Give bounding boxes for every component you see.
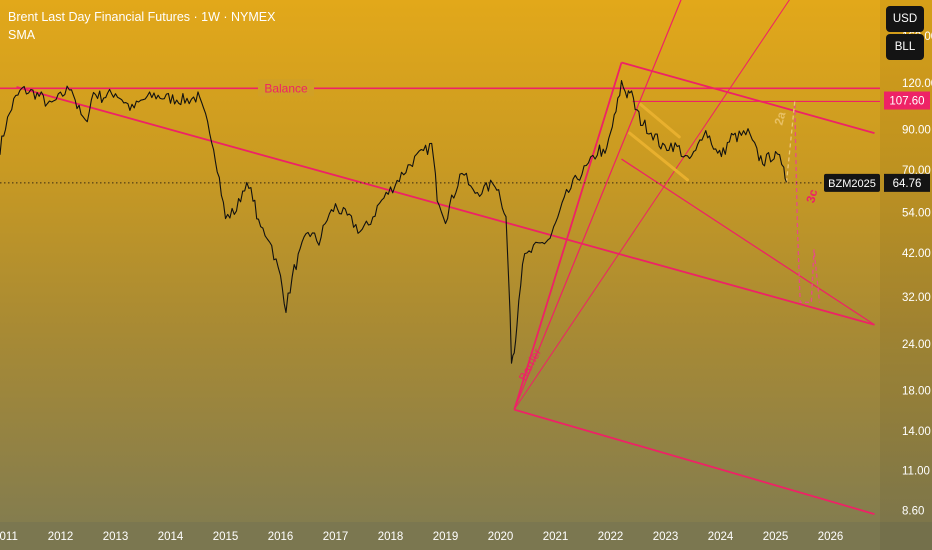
y-tick-label: 90.00	[902, 124, 931, 136]
x-tick-label: 2021	[543, 531, 569, 543]
volume-unit-button[interactable]: BLL	[886, 34, 924, 60]
y-tick-label: 32.00	[902, 292, 931, 304]
current-price-tag-bg	[884, 173, 930, 192]
x-tick-label: 2026	[818, 531, 844, 543]
x-tick-label: 2020	[488, 531, 514, 543]
x-tick-label: 2023	[653, 531, 679, 543]
y-tick-label: 42.00	[902, 248, 931, 260]
x-tick-label: 2018	[378, 531, 404, 543]
barrier-fan-line[interactable]	[513, 0, 693, 410]
indicator-label[interactable]: SMA	[8, 28, 36, 42]
price-series-line[interactable]	[0, 80, 788, 364]
highlight-level-tag[interactable]: 107.60	[889, 96, 924, 108]
balance-label-bg	[258, 79, 314, 97]
x-tick-label: 2013	[103, 531, 129, 543]
lower-barrier-trendline[interactable]	[513, 408, 875, 515]
time-axis-strip	[0, 522, 932, 550]
x-tick-label: 2024	[708, 531, 734, 543]
projection-up-leg[interactable]	[785, 101, 796, 183]
x-tick-label: 2019	[433, 531, 459, 543]
x-tick-label: 2014	[158, 531, 184, 543]
upper-channel-line[interactable]	[621, 61, 875, 135]
y-tick-label: 14.00	[902, 426, 931, 438]
highlight-level-tag-bg	[884, 91, 930, 110]
barrier-rally-line[interactable]	[513, 62, 623, 410]
current-price-tag[interactable]: 64.76	[893, 178, 922, 190]
trendline-long-resistance[interactable]	[16, 86, 875, 326]
x-tick-label: 2015	[213, 531, 239, 543]
y-tick-label: 18.00	[902, 385, 931, 397]
y-tick-label: 120.00	[902, 78, 932, 90]
wave-label-3c[interactable]: 3c	[803, 188, 820, 205]
wave-label-2a[interactable]: 2a	[771, 110, 788, 127]
x-tick-label: 2016	[268, 531, 294, 543]
barrier-fan-line-2[interactable]	[513, 0, 792, 410]
x-tick-label: 2011	[0, 531, 18, 543]
x-tick-label: 2012	[48, 531, 74, 543]
falling-channel-upper[interactable]	[639, 102, 681, 139]
symbol-tag[interactable]: BZM2025	[828, 178, 876, 190]
projection-path[interactable]	[785, 101, 821, 303]
y-tick-label: 11.00	[902, 465, 930, 477]
y-tick-label: 8.60	[902, 505, 924, 517]
balance-label[interactable]: Balance	[264, 81, 308, 95]
symbol-tag-bg	[824, 173, 880, 192]
chart-title: Brent Last Day Financial Futures · 1W · …	[8, 10, 276, 24]
lower-channel-line[interactable]	[621, 158, 875, 326]
barrier-label[interactable]: Barrier	[517, 347, 544, 383]
y-tick-label: 24.00	[902, 339, 931, 351]
x-tick-label: 2025	[763, 531, 789, 543]
falling-channel-lower[interactable]	[628, 131, 689, 182]
currency-unit-button[interactable]: USD	[886, 6, 924, 32]
y-tick-label: 54.00	[902, 207, 931, 219]
x-tick-label: 2017	[323, 531, 349, 543]
x-tick-label: 2022	[598, 531, 624, 543]
